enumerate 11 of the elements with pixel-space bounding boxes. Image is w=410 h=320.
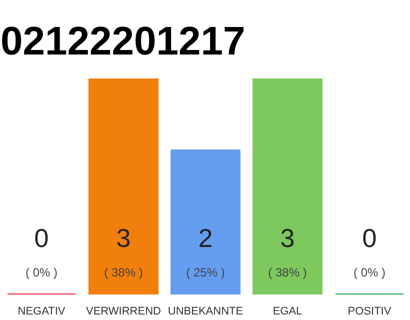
- data-label: 0 ( 0% ): [26, 222, 58, 280]
- data-label: 2 ( 25% ): [186, 222, 225, 280]
- data-label: 3 ( 38% ): [268, 222, 307, 280]
- x-tick-label: NEGATIV: [18, 306, 66, 318]
- chart-title: 02122201217: [0, 20, 246, 64]
- x-tick-label: UNBEKANNTE: [168, 306, 244, 318]
- x-tick-label: EGAL: [272, 306, 302, 318]
- data-label: 3 ( 38% ): [104, 222, 143, 280]
- x-tick-label: VERWIRREND: [86, 306, 162, 318]
- x-tick-label: POSITIV: [348, 306, 392, 318]
- data-label: 0 ( 0% ): [354, 222, 386, 280]
